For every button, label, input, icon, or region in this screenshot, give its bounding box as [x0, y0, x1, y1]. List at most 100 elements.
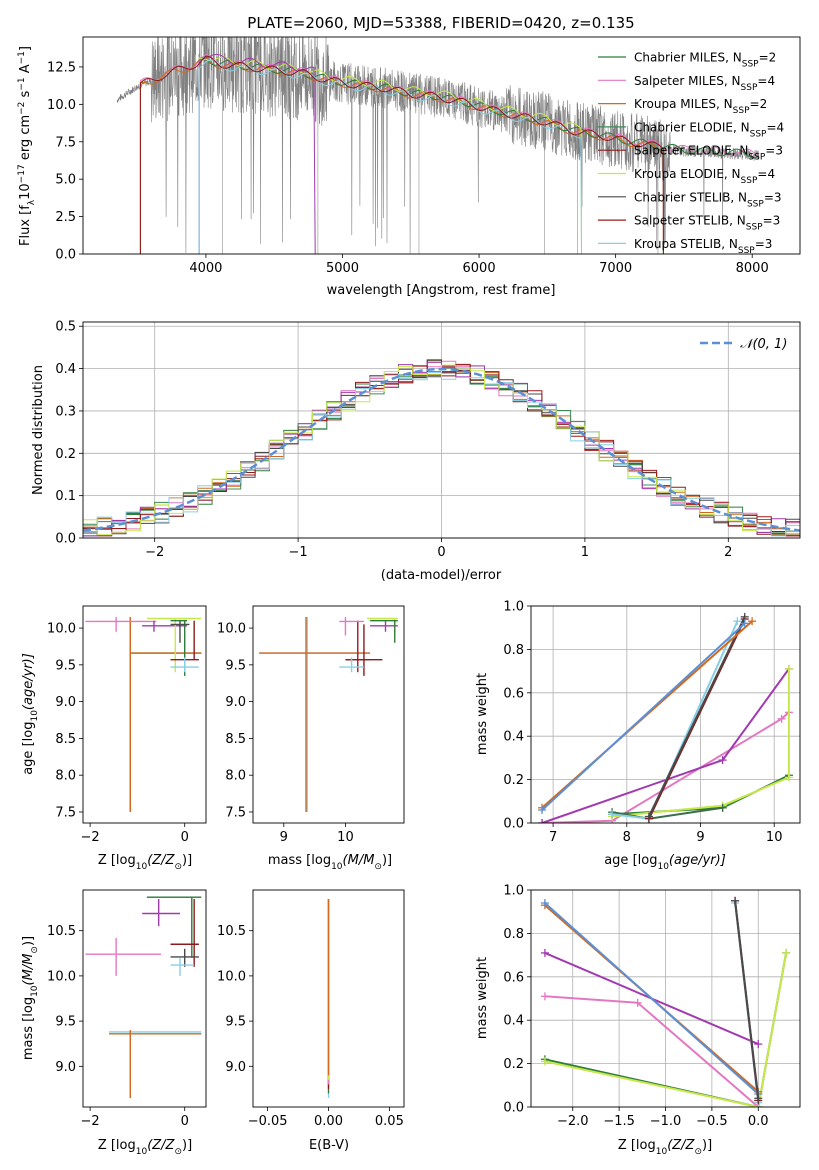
y-tick-label: 0.8 — [503, 643, 524, 658]
y-axis-label-part: ⊙ — [30, 946, 40, 954]
normal-curve — [83, 367, 800, 532]
y-axis-label-part: (age/yr)] — [21, 653, 36, 710]
x-tick-label: −1.0 — [650, 1114, 682, 1129]
legend-entry-part: =2 — [750, 97, 768, 111]
y-axis-label-part: Flux [f — [18, 205, 33, 246]
x-axis-label: age [log10(age/yr)] — [604, 853, 726, 872]
y-tick-label: 0.1 — [55, 489, 76, 504]
legend-entry-part: Kroupa MILES, N — [634, 97, 733, 111]
x-tick-label: 0 — [181, 830, 189, 845]
weight-age-series — [542, 711, 790, 823]
weight-Z-series — [544, 952, 788, 1107]
y-axis-label-part: 10 — [18, 183, 33, 200]
x-axis-label-part: (Z/Z — [147, 853, 175, 868]
y-tick-label: 0.2 — [503, 1057, 524, 1072]
x-tick-label: 0.05 — [375, 1114, 404, 1129]
weight-age-series — [612, 668, 790, 818]
x-axis-label-part: (age/yr)] — [669, 853, 726, 868]
panel-mass_vs_Z: −2 0 9.0 9.5 10.0 10.5 — [47, 889, 207, 1129]
legend-entry-part: SSP — [741, 83, 758, 93]
y-tick-label: 8.5 — [55, 732, 76, 747]
model-spectrum — [139, 56, 664, 254]
x-axis-label: Z [log10(Z/Z⊙)] — [618, 1138, 712, 1157]
axes-frame — [530, 605, 801, 824]
legend-entry-part: SSP — [746, 223, 763, 233]
content-spectrum — [116, 37, 760, 254]
legend-entry-part: =3 — [764, 190, 782, 204]
y-tick-label: 8.0 — [55, 769, 76, 784]
x-tick-label: 10 — [337, 830, 354, 845]
y-tick-label: 0.2 — [55, 447, 76, 462]
y-tick-label: 0.4 — [503, 1014, 524, 1029]
legend-entry-part: Salpeter STELIB, N — [634, 214, 746, 228]
panel-weight_vs_age: 7 8 9 10 0.0 0.2 0.4 0.6 0.8 1.0 — [503, 600, 801, 845]
content-weight_vs_age — [538, 612, 793, 823]
y-tick-label: 0.2 — [503, 773, 524, 788]
x-tick-label: 10 — [766, 830, 783, 845]
y-tick-label: 9.0 — [225, 1060, 246, 1075]
x-tick-label: 0 — [437, 545, 445, 560]
y-tick-label: 10.5 — [47, 924, 76, 939]
y-tick-label: 10.0 — [47, 622, 76, 637]
y-axis-label: mass weight — [475, 673, 490, 755]
y-axis-label-part: −2 — [17, 102, 27, 115]
x-tick-label: 5000 — [326, 261, 359, 276]
y-tick-label: 0.4 — [55, 362, 76, 377]
y-axis-label-part: s — [18, 90, 33, 101]
weight-Z-series — [544, 995, 759, 1107]
y-tick-label: 2.5 — [55, 210, 76, 225]
legend-entry-part: SSP — [750, 129, 767, 139]
legend-entry-part: =4 — [766, 120, 784, 134]
legend-entry: Kroupa STELIB, NSSP=3 — [634, 237, 772, 256]
y-tick-label: 0.8 — [503, 927, 524, 942]
panel-age_vs_Z: −2 0 7.5 8.0 8.5 9.0 9.5 10.0 — [47, 605, 207, 845]
x-axis-label-part: mass [log — [268, 853, 331, 868]
y-tick-label: 1.0 — [503, 600, 524, 615]
x-axis-label-part: )] — [182, 853, 192, 868]
x-tick-label: 0 — [181, 1114, 189, 1129]
y-tick-label: 5.0 — [55, 173, 76, 188]
model-spectrum — [198, 59, 582, 254]
x-axis-label-part: (Z/Z — [147, 1138, 175, 1153]
y-axis-label-part: −17 — [17, 164, 27, 183]
y-tick-label: 0.6 — [503, 686, 524, 701]
legend-entry-part: SSP — [733, 106, 750, 116]
weight-age-series — [647, 616, 746, 817]
y-axis-label-part: (M/M — [21, 954, 36, 986]
legend-entry-part: Salpeter ELODIE, N — [634, 144, 748, 158]
y-tick-label: 0.0 — [503, 1101, 524, 1116]
x-axis-label-part: ⊙ — [174, 1147, 182, 1157]
x-axis-label: Z [log10(Z/Z⊙)] — [98, 853, 192, 872]
y-axis-label: Normed distribution — [31, 365, 46, 495]
legend-entry-part: SSP — [741, 176, 758, 186]
y-tick-label: 9.5 — [225, 1015, 246, 1030]
x-axis-label-part: 10 — [136, 1147, 148, 1157]
y-tick-label: 7.5 — [55, 805, 76, 820]
axes-frame — [82, 605, 207, 824]
y-tick-label: 9.0 — [55, 1060, 76, 1075]
x-axis-label-part: (Z/Z — [667, 1138, 695, 1153]
axes-frame — [82, 321, 801, 539]
panel-residuals: −2 −1 0 1 2 0.0 0.1 0.2 0.3 0.4 0.5 𝒩(0, 1) — [55, 320, 801, 560]
model-spectrum — [198, 53, 316, 254]
x-tick-label: 1 — [581, 545, 589, 560]
x-axis-label-part: )] — [702, 1138, 712, 1153]
x-axis-label: mass [log10(M/M⊙)] — [268, 853, 392, 872]
y-tick-label: 1.0 — [503, 884, 524, 899]
y-axis-label: Flux [fλ10−17 erg cm−2 s−1 A−1] — [17, 46, 37, 246]
x-tick-label: 7 — [549, 830, 557, 845]
legend-entry: Chabrier ELODIE, NSSP=4 — [634, 120, 784, 139]
legend-entry-part: =3 — [763, 214, 781, 228]
legend-entry-part: =4 — [757, 167, 775, 181]
weight-age-series — [541, 668, 790, 823]
x-tick-label: 4000 — [189, 261, 222, 276]
legend-entry-part: Kroupa ELODIE, N — [634, 167, 741, 181]
y-tick-label: 9.5 — [55, 658, 76, 673]
y-tick-label: 9.5 — [55, 1015, 76, 1030]
legend-entry: Kroupa MILES, NSSP=2 — [634, 97, 767, 116]
x-tick-label: −0.05 — [248, 1114, 288, 1129]
legend-entry: Salpeter ELODIE, NSSP=3 — [634, 144, 783, 163]
panel-spectrum: 4000 5000 6000 7000 8000 0.0 2.5 5.0 7.5 10.0 12.5… — [47, 36, 801, 276]
legend-entry: Kroupa ELODIE, NSSP=4 — [634, 167, 775, 186]
